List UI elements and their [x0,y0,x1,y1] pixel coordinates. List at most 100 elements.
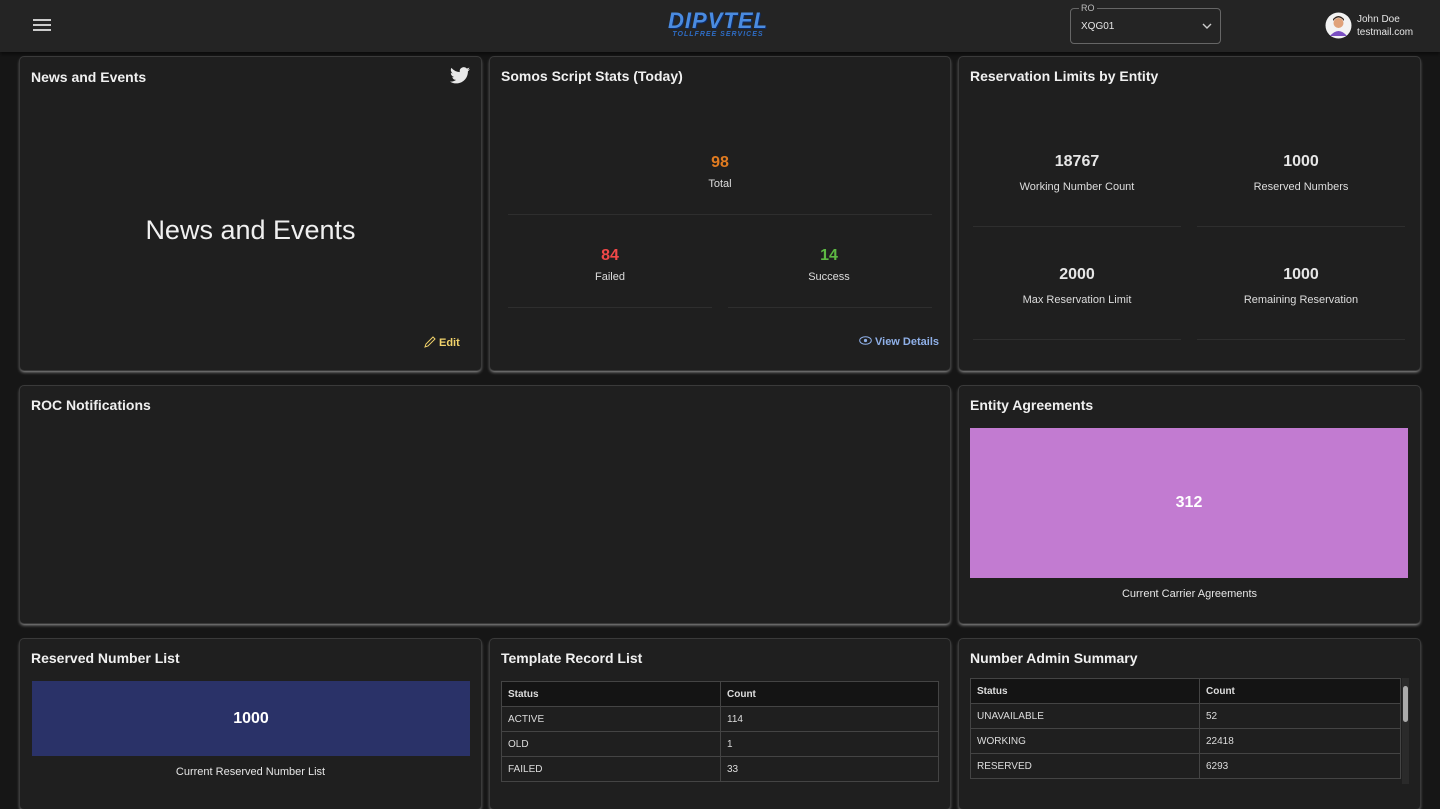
reservation-stat: 2000 Max Reservation Limit [969,266,1185,306]
table-cell: FAILED [501,756,721,782]
divider [973,226,1181,227]
divider [508,307,712,308]
column-header: Count [1199,678,1401,704]
reservation-card: Reservation Limits by Entity 18767 Workin… [959,57,1420,370]
table-row: OLD 1 [501,731,939,757]
stat-value: 2000 [1059,266,1095,283]
table-row: FAILED 33 [501,756,939,782]
divider [973,339,1181,340]
reserved-box: 1000 [32,681,470,756]
agreements-box: 312 [970,428,1408,578]
table-cell: 22418 [1199,728,1401,754]
stat-label: Max Reservation Limit [1022,294,1132,306]
table-row: ACTIVE 114 [501,706,939,732]
ro-label: RO [1079,3,1097,13]
stat-label: Success [808,271,850,283]
stat-total: 98 Total [620,154,820,190]
table-cell: 52 [1199,703,1401,729]
table-row: UNAVAILABLE 52 [970,703,1401,729]
number-admin-card: Number Admin Summary Status Count UNAVAILA… [959,639,1420,809]
agreements-value: 312 [1175,494,1203,511]
card-title: Reserved Number List [31,650,180,666]
stat-value: 1000 [1283,153,1319,170]
stat-success: 14 Success [729,247,929,283]
stat-value: 98 [711,154,729,171]
user-name: John Doe [1357,14,1400,25]
divider [728,307,932,308]
table-cell: 114 [720,706,939,732]
card-title: News and Events [31,69,147,85]
card-title: Reservation Limits by Entity [970,68,1159,84]
view-details-label: View Details [875,336,939,348]
logo-title: DIPVTEL [668,8,768,33]
divider [1197,339,1405,340]
twitter-icon[interactable] [450,67,470,84]
header-row: Status Count [970,678,1401,704]
table-cell: 33 [720,756,939,782]
stat-label: Failed [595,271,625,283]
edit-button[interactable]: Edit [424,336,460,349]
divider [1197,226,1405,227]
card-title: Somos Script Stats (Today) [501,68,683,84]
stat-failed: 84 Failed [510,247,710,283]
reservation-stat: 1000 Remaining Reservation [1193,266,1409,306]
reserved-label: Current Reserved Number List [175,766,326,778]
ro-select[interactable]: RO XQG01 [1070,3,1221,44]
news-heading: News and Events [145,215,356,245]
stat-value: 1000 [1283,266,1319,283]
reserved-list-card: Reserved Number List 1000 Current Reserv… [20,639,481,809]
stat-value: 18767 [1054,153,1100,170]
user-email: testmail.com [1357,27,1414,38]
avatar[interactable] [1325,12,1352,39]
view-details-button[interactable]: View Details [859,336,939,348]
divider [508,214,932,215]
stat-value: 14 [820,247,838,264]
pencil-icon [424,336,436,348]
table-cell: ACTIVE [501,706,721,732]
column-header: Status [970,678,1200,704]
stat-label: Reserved Numbers [1253,181,1349,193]
stat-label: Working Number Count [1019,181,1135,193]
table-row: RESERVED 6293 [970,753,1401,779]
roc-card: ROC Notifications [20,386,950,623]
card-title: Template Record List [501,650,643,666]
table-cell: OLD [501,731,721,757]
logo-subtitle: TOLLFREE SERVICES [672,31,764,38]
eye-icon [859,336,872,345]
scrollbar[interactable] [1402,678,1409,784]
template-table: Status Count ACTIVE 114 OLD 1 FAILED 33 [501,681,939,782]
user-info[interactable]: John Doe testmail.com [1357,13,1413,39]
top-bar: DIPVTEL TOLLFREE SERVICES RO XQG01 John … [0,0,1440,52]
stat-label: Remaining Reservation [1243,294,1359,306]
entity-agreements-card: Entity Agreements 312 Current Carrier Ag… [959,386,1420,623]
table-cell: UNAVAILABLE [970,703,1200,729]
logo: DIPVTEL TOLLFREE SERVICES [652,8,784,39]
card-title: ROC Notifications [31,397,151,413]
reserved-value: 1000 [233,709,269,727]
chevron [1202,23,1212,29]
card-title: Number Admin Summary [970,650,1138,666]
menu-button[interactable] [33,18,51,32]
stat-value: 84 [601,247,619,264]
script-stats-card: Somos Script Stats (Today) 98 Total 84 Fai… [490,57,950,370]
agreements-label: Current Carrier Agreements [1121,588,1258,600]
number-admin-table: Status Count UNAVAILABLE 52 WORKING 22418 RESE… [970,678,1401,779]
table-cell: WORKING [970,728,1200,754]
table-cell: 6293 [1199,753,1401,779]
header-row: Status Count [501,681,939,707]
edit-label: Edit [439,337,460,349]
table-row: WORKING 22418 [970,728,1401,754]
table-cell: 1 [720,731,939,757]
column-header: Status [501,681,721,707]
stat-label: Total [708,178,732,190]
news-card: News and Events News and Events Edit [20,57,481,370]
reservation-stat: 18767 Working Number Count [969,153,1185,193]
column-header: Count [720,681,939,707]
scroll-thumb[interactable] [1403,686,1408,722]
ro-value: XQG01 [1081,21,1115,32]
template-records-card: Template Record List Status Count ACTIVE 11… [490,639,950,809]
card-title: Entity Agreements [970,397,1094,413]
table-cell: RESERVED [970,753,1200,779]
